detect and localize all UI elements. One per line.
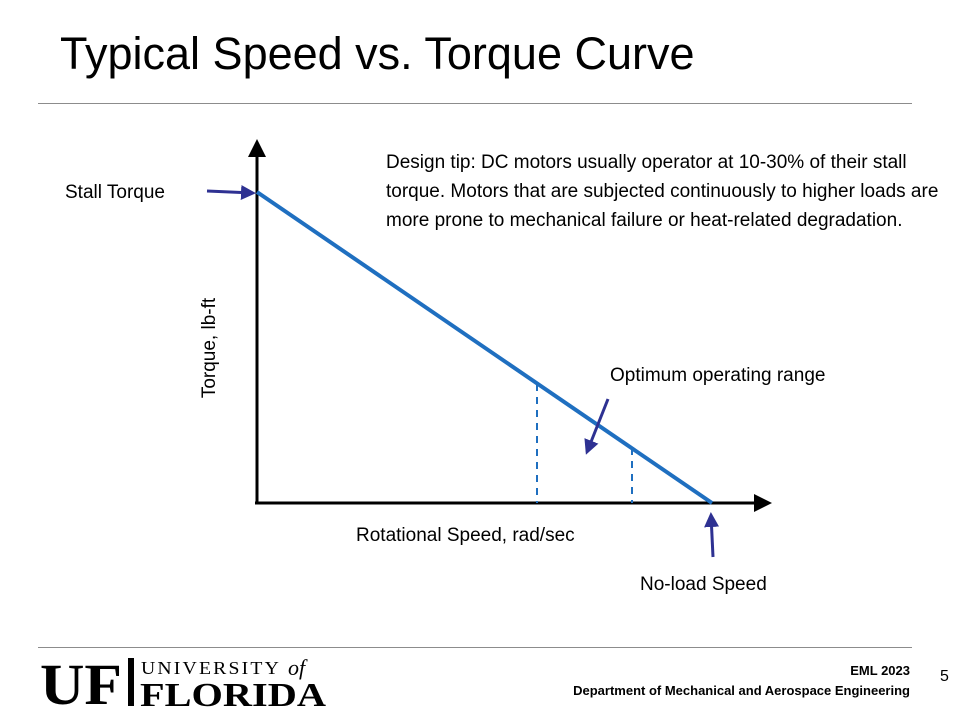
x-axis-label: Rotational Speed, rad/sec	[356, 525, 575, 546]
course-code: EML 2023	[850, 663, 910, 678]
no-load-speed-label: No-load Speed	[640, 574, 767, 595]
footer-divider	[38, 647, 912, 648]
svg-text:FLORIDA: FLORIDA	[140, 677, 327, 712]
slide-title: Typical Speed vs. Torque Curve	[60, 28, 695, 79]
y-axis-label: Torque, lb-ft	[199, 297, 220, 399]
speed-torque-line	[255, 190, 714, 505]
svg-text:of: of	[288, 655, 308, 680]
page-number: 5	[940, 668, 949, 685]
footer-course-info: EML 2023 Department of Mechanical and Ae…	[573, 661, 910, 701]
optimum-range-label: Optimum operating range	[610, 365, 826, 386]
svg-text:UNIVERSITY: UNIVERSITY	[141, 658, 281, 678]
design-tip-text: Design tip: DC motors usually operator a…	[386, 152, 939, 231]
stall-torque-arrow	[206, 184, 256, 200]
stall-torque-label: Stall Torque	[65, 182, 165, 203]
svg-text:UF: UF	[40, 652, 122, 712]
no-load-speed-arrow	[704, 512, 720, 558]
optimum-range-arrow	[584, 398, 610, 455]
department-name: Department of Mechanical and Aerospace E…	[573, 683, 910, 698]
title-divider	[38, 103, 912, 104]
uf-logo: UF UNIVERSITY of FLORIDA	[40, 652, 327, 712]
